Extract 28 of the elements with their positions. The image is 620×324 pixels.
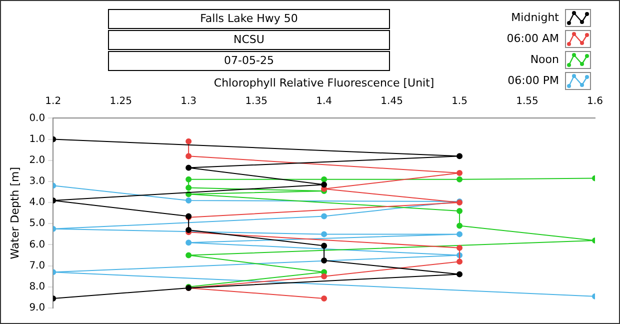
y-tick-label: 8.0 [29, 282, 46, 293]
y-tick-label: 5.0 [29, 218, 46, 230]
y-tick-label: 9.0 [29, 302, 46, 314]
y-tick-label: 1.0 [29, 134, 46, 145]
x-tick-label: 1.25 [110, 96, 132, 107]
x-tick-label: 1.3 [180, 96, 197, 107]
y-tick-label: 2.0 [29, 154, 46, 166]
y-axis-title: Water Depth [m] [8, 166, 22, 260]
y-tick-label: 3.0 [29, 176, 46, 188]
x-tick-label: 1.55 [516, 96, 538, 107]
y-tick-label: 7.0 [29, 260, 46, 272]
legend-label: 06:00 AM [506, 32, 559, 45]
x-axis-title: Chlorophyll Relative Fluorescence [Unit] [214, 76, 434, 90]
legend-label: Midnight [511, 11, 559, 24]
x-tick-label: 1.4 [316, 96, 332, 107]
y-tick-label: 0.0 [29, 112, 46, 124]
x-tick-label: 1.5 [452, 96, 468, 107]
legend-label: Noon [530, 53, 559, 66]
x-tick-label: 1.2 [45, 96, 62, 107]
chart-title: Falls Lake Hwy 50 [108, 9, 390, 29]
x-tick-label: 1.35 [245, 96, 268, 107]
chart-subtitle: NCSU [108, 30, 390, 50]
x-tick-label: 1.6 [587, 96, 603, 107]
y-tick-label: 4.0 [29, 197, 46, 208]
legend-label: 06:00 PM [508, 74, 559, 87]
x-tick-label: 1.45 [380, 96, 403, 107]
y-tick-label: 6.0 [29, 239, 46, 250]
text: 07-05-25 [108, 51, 390, 71]
